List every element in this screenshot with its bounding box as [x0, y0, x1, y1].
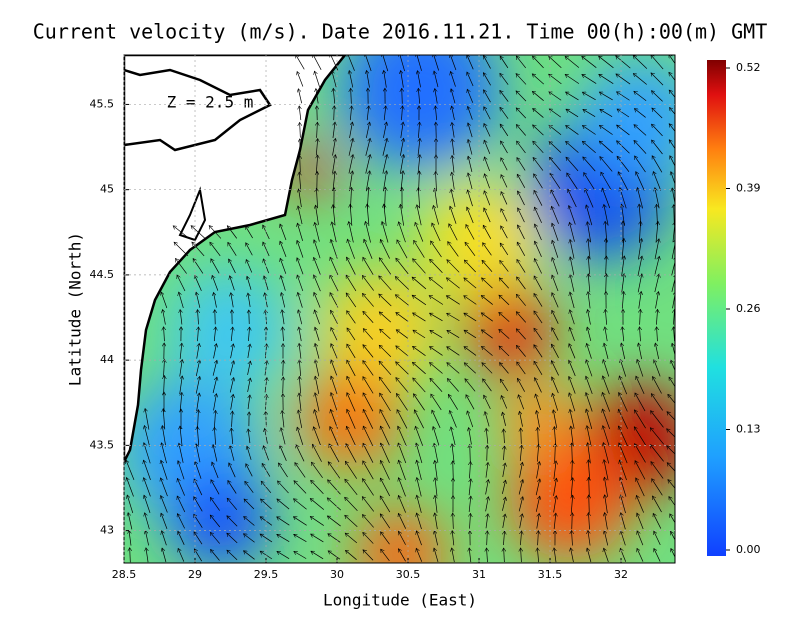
- colorbar-tick-label: 0.13: [736, 423, 761, 436]
- colorbar-tick-label: 0.00: [736, 543, 761, 556]
- title: Current velocity (m/s). Date 2016.11.21.…: [33, 20, 768, 44]
- colorbar-tick-label: 0.26: [736, 302, 761, 315]
- x-tick-label: 31.5: [538, 568, 563, 581]
- y-tick-label: 45: [100, 183, 114, 196]
- x-tick-label: 30: [330, 568, 344, 581]
- x-tick-label: 29: [188, 568, 202, 581]
- y-tick-label: 44.5: [90, 268, 115, 281]
- y-tick-label: 45.5: [90, 97, 115, 110]
- x-tick-label: 28.5: [112, 568, 137, 581]
- depth-annotation: Z = 2.5 m: [167, 93, 254, 112]
- y-tick-label: 43: [100, 524, 114, 537]
- x-tick-label: 30.5: [396, 568, 421, 581]
- colorbar-tick-label: 0.39: [736, 182, 761, 195]
- y-axis-label: Latitude (North): [66, 232, 85, 386]
- x-tick-label: 29.5: [254, 568, 279, 581]
- y-tick-label: 44: [100, 353, 114, 366]
- x-axis-label: Longitude (East): [323, 591, 477, 610]
- x-tick-label: 32: [614, 568, 628, 581]
- y-tick-label: 43.5: [90, 438, 115, 451]
- colorbar-tick-label: 0.52: [736, 61, 761, 74]
- x-tick-label: 31: [472, 568, 486, 581]
- colorbar: [707, 60, 726, 556]
